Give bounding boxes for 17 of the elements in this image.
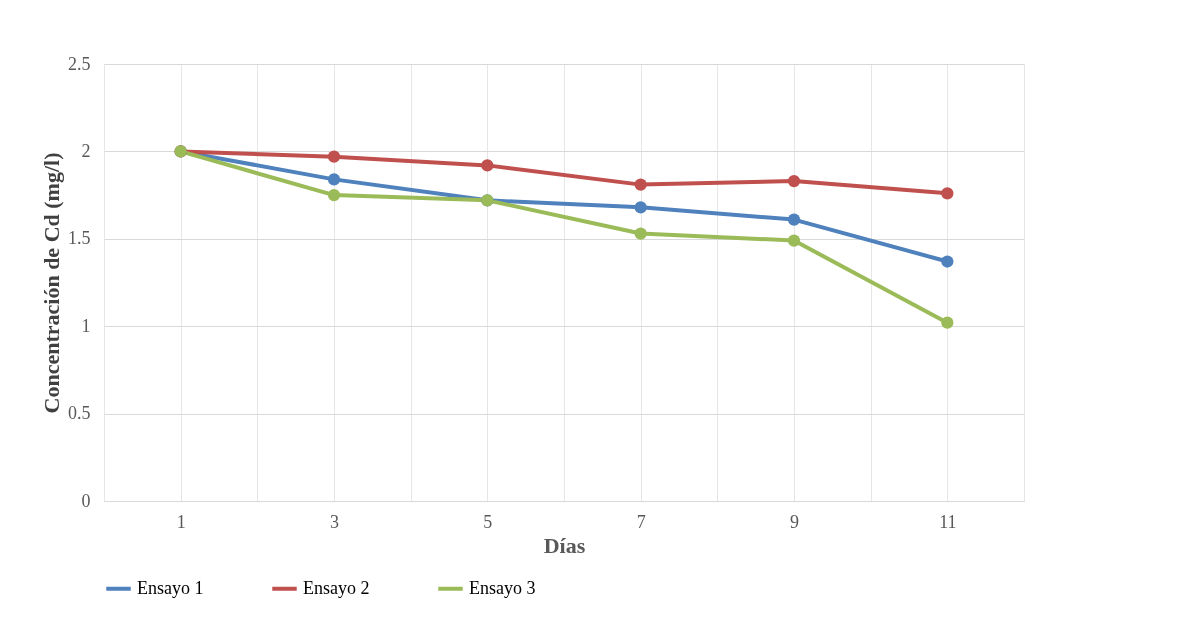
y-tick-label: 1 [81, 315, 91, 336]
y-tick-label: 2 [81, 140, 91, 161]
y-axis-title: Concentración de Cd (mg/l) [39, 152, 64, 414]
legend-label: Ensayo 3 [469, 577, 536, 598]
y-tick-label: 2.5 [68, 53, 91, 74]
y-tick-label: 0.5 [68, 403, 91, 424]
x-tick-label: 5 [483, 511, 493, 532]
x-tick-label: 1 [176, 511, 186, 532]
legend-label: Ensayo 1 [137, 577, 204, 598]
x-tick-label: 11 [939, 511, 957, 532]
x-tick-label: 9 [790, 511, 799, 532]
y-tick-label: 0 [81, 490, 91, 511]
x-tick-label: 3 [330, 511, 339, 532]
y-tick-label: 1.5 [68, 228, 91, 249]
x-tick-label: 7 [636, 511, 646, 532]
x-axis-title: Días [543, 532, 586, 558]
legend-label: Ensayo 2 [303, 577, 370, 598]
